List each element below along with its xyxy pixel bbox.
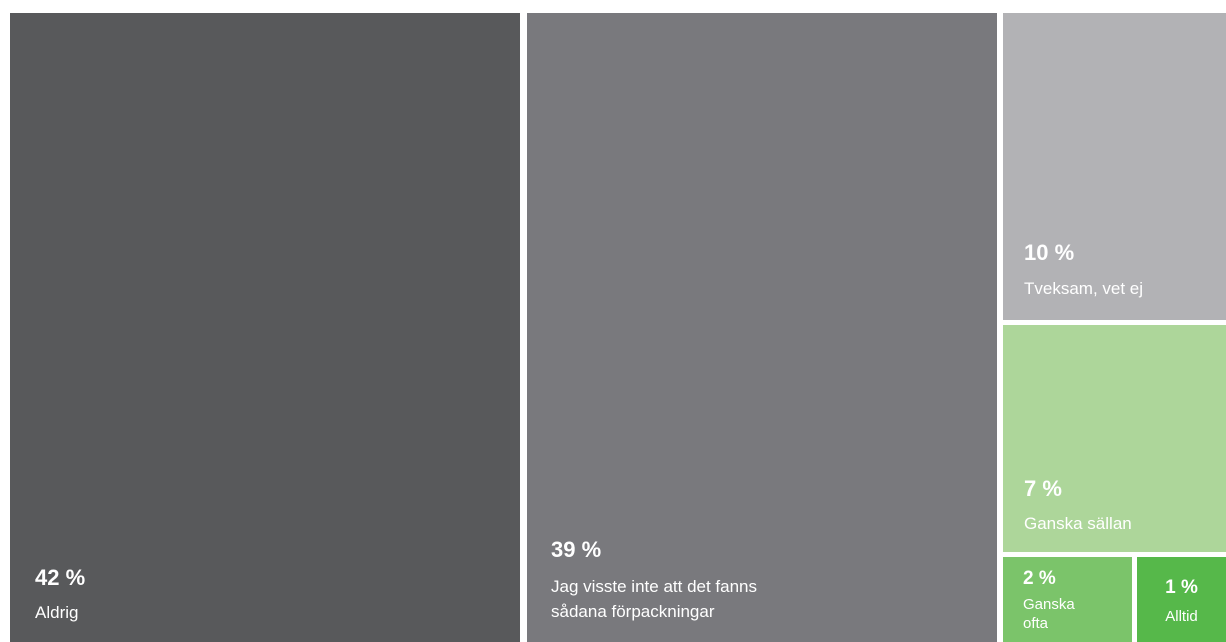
tile-aldrig-value: 42 % bbox=[35, 565, 86, 590]
tile-alltid: 1 % Alltid bbox=[1137, 557, 1226, 642]
tile-jag-visste-inte-label: Jag visste inte att det fanns sådana för… bbox=[551, 577, 758, 621]
tile-alltid-label: Alltid bbox=[1165, 608, 1198, 625]
tile-jag-visste-inte: 39 % Jag visste inte att det fanns sådan… bbox=[527, 13, 997, 642]
tile-aldrig-label: Aldrig bbox=[35, 603, 79, 622]
tile-ganska-sallan: 7 % Ganska sällan bbox=[1003, 325, 1226, 552]
tile-ganska-ofta-value: 2 % bbox=[1023, 568, 1056, 589]
tile-aldrig: 42 % Aldrig bbox=[10, 13, 520, 642]
tile-ganska-sallan-value: 7 % bbox=[1024, 476, 1062, 501]
tile-ganska-sallan-label: Ganska sällan bbox=[1024, 514, 1132, 533]
tile-tveksam-value: 10 % bbox=[1024, 240, 1075, 265]
tile-alltid-value: 1 % bbox=[1165, 577, 1198, 598]
tile-ganska-ofta: 2 % Ganska ofta bbox=[1003, 557, 1132, 642]
tile-tveksam-label: Tveksam, vet ej bbox=[1024, 279, 1144, 298]
tile-jag-visste-inte-value: 39 % bbox=[551, 537, 602, 562]
tile-tveksam: 10 % Tveksam, vet ej bbox=[1003, 13, 1226, 320]
tile-ganska-ofta-label: Ganska ofta bbox=[1023, 596, 1075, 632]
